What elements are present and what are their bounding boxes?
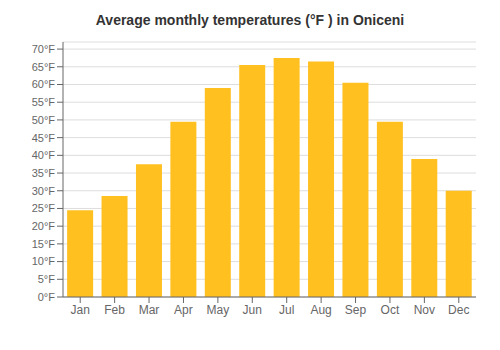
svg-text:Oct: Oct bbox=[381, 303, 400, 317]
svg-text:50°F: 50°F bbox=[32, 114, 56, 126]
svg-text:60°F: 60°F bbox=[32, 78, 56, 90]
svg-text:55°F: 55°F bbox=[32, 96, 56, 108]
svg-text:35°F: 35°F bbox=[32, 167, 56, 179]
svg-text:70°F: 70°F bbox=[32, 43, 56, 55]
svg-text:Dec: Dec bbox=[448, 303, 469, 317]
html-text:Average monthly temperatures (: Average monthly temperatures (°F ) in On… bbox=[95, 12, 405, 28]
svg-text:5°F: 5°F bbox=[38, 273, 56, 285]
svg-text:Apr: Apr bbox=[174, 303, 193, 317]
svg-text:Jan: Jan bbox=[71, 303, 90, 317]
svg-text:30°F: 30°F bbox=[32, 185, 56, 197]
svg-text:65°F: 65°F bbox=[32, 61, 56, 73]
svg-text:Mar: Mar bbox=[139, 303, 160, 317]
svg-text:15°F: 15°F bbox=[32, 238, 56, 250]
svg-text:20°F: 20°F bbox=[32, 220, 56, 232]
svg-text:Jun: Jun bbox=[243, 303, 262, 317]
svg-text:Sep: Sep bbox=[345, 303, 367, 317]
svg-text:25°F: 25°F bbox=[32, 202, 56, 214]
svg-text:45°F: 45°F bbox=[32, 132, 56, 144]
svg-text:0°F: 0°F bbox=[38, 291, 56, 303]
svg-text:Jul: Jul bbox=[279, 303, 294, 317]
svg-text:Aug: Aug bbox=[310, 303, 331, 317]
svg-text:40°F: 40°F bbox=[32, 149, 56, 161]
svg-text:10°F: 10°F bbox=[32, 255, 56, 267]
svg-text:Nov: Nov bbox=[414, 303, 435, 317]
svg-text:May: May bbox=[207, 303, 230, 317]
svg-text:Feb: Feb bbox=[104, 303, 125, 317]
